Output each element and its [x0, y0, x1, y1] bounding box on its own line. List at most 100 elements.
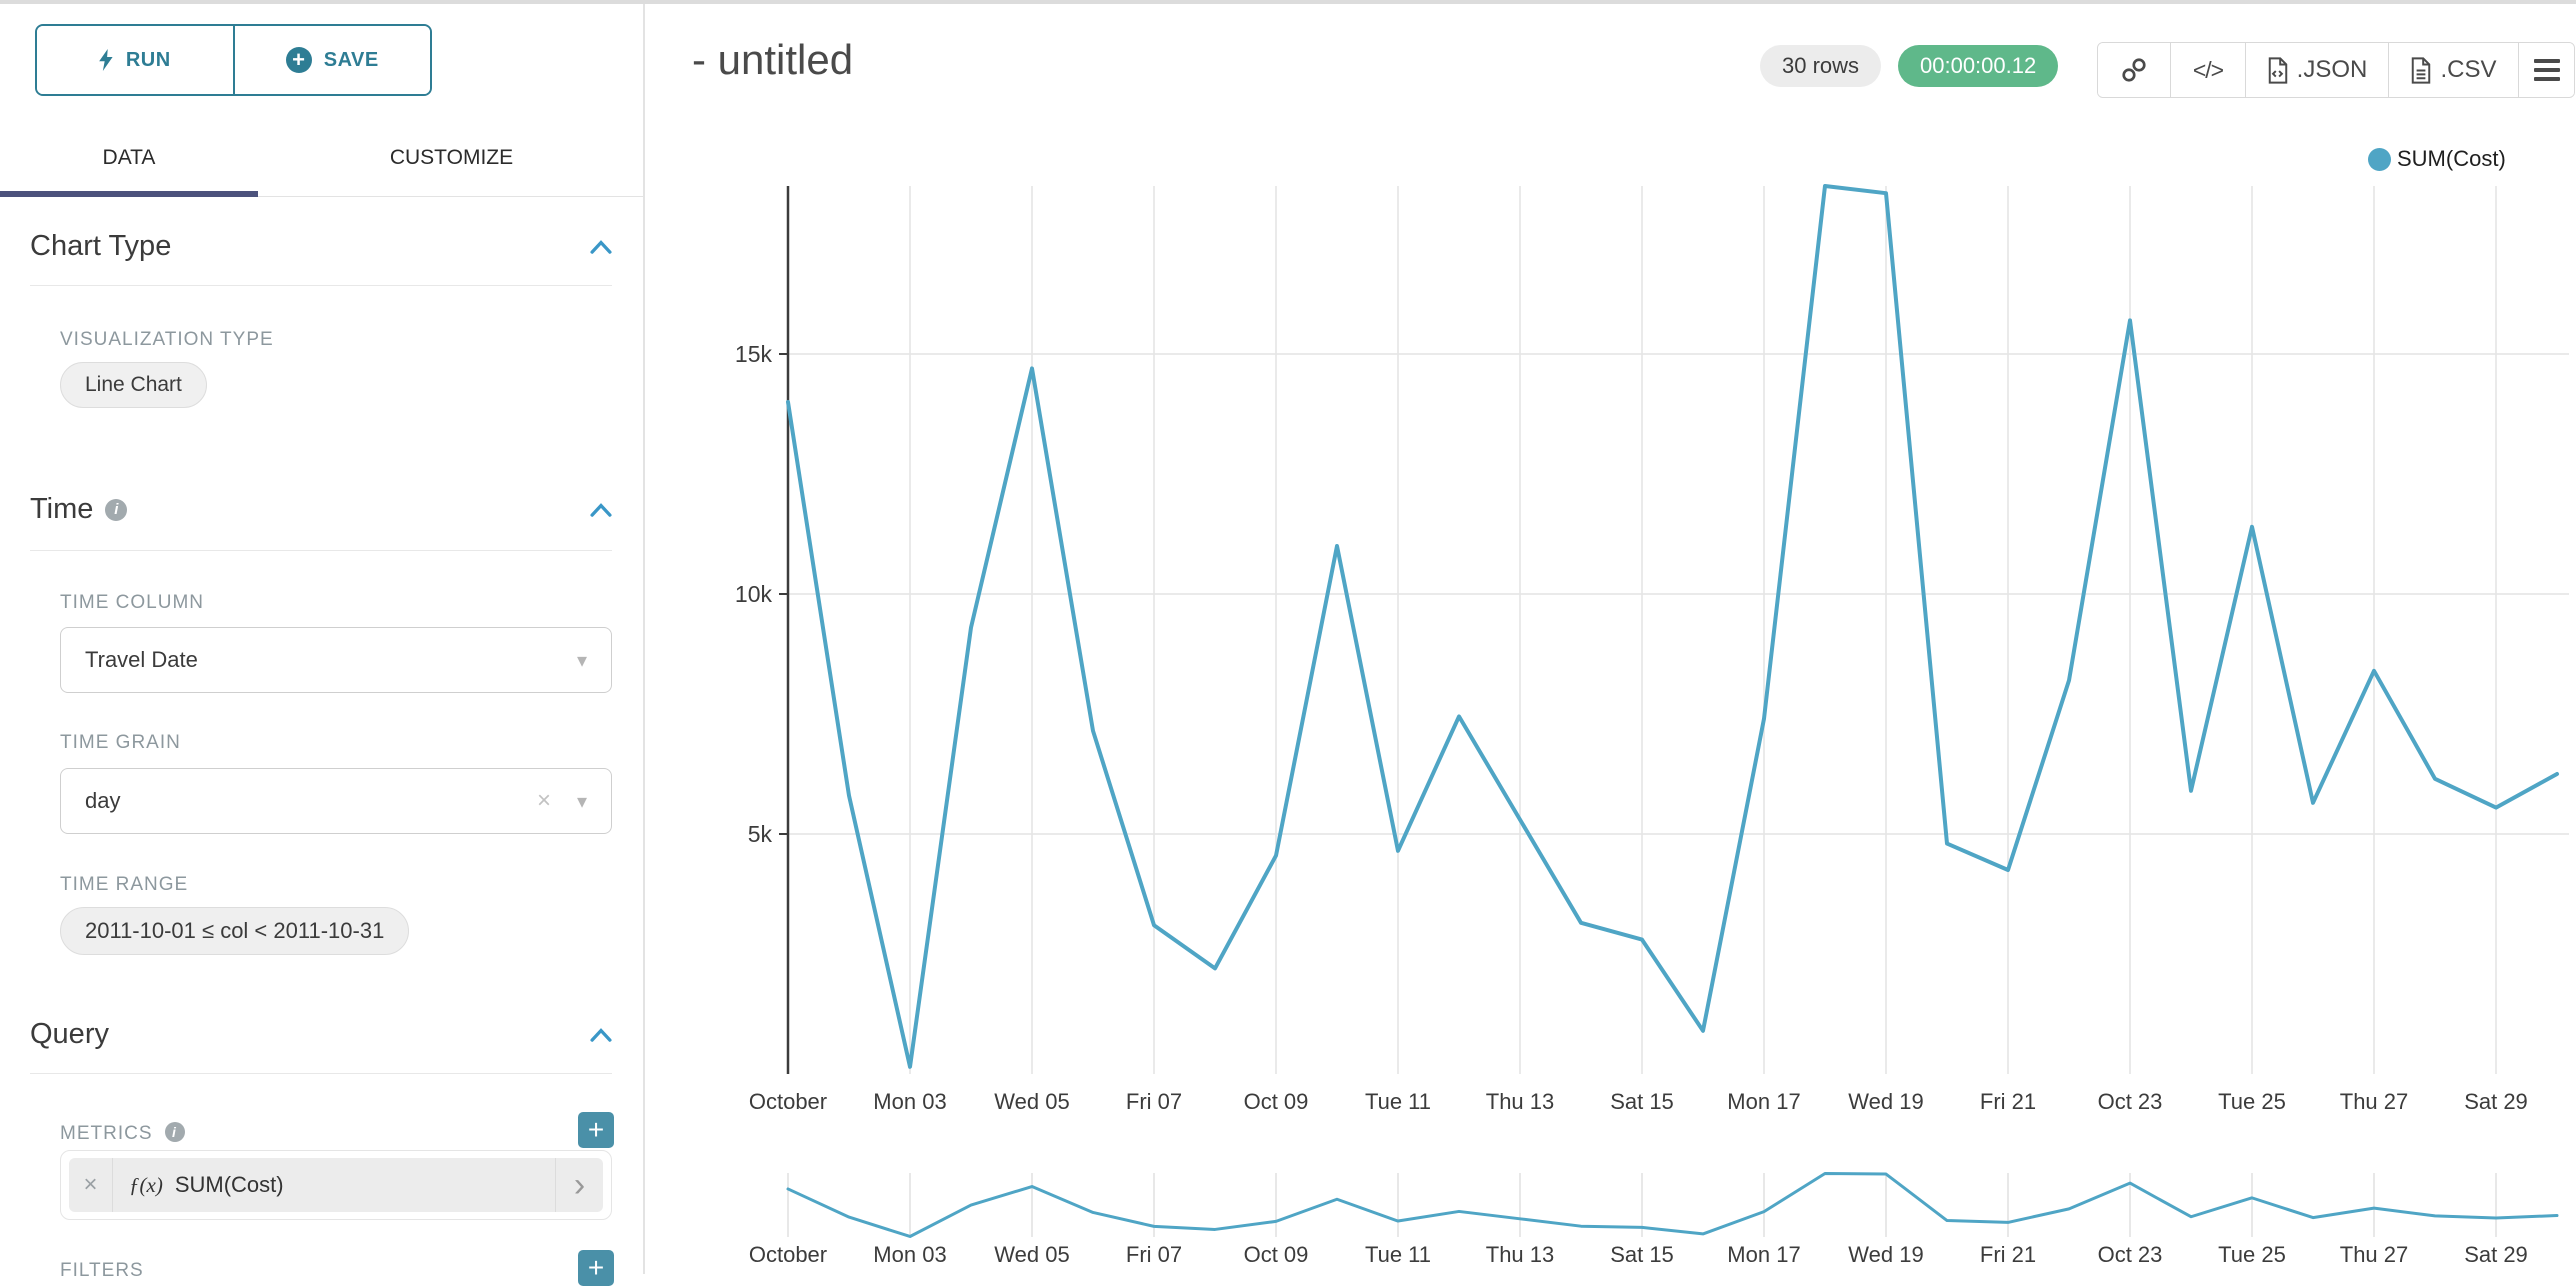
- menu-icon: [2533, 59, 2560, 81]
- svg-text:Tue 11: Tue 11: [1365, 1089, 1431, 1114]
- run-save-button-group: RUN + SAVE: [35, 24, 432, 96]
- svg-text:Oct 23: Oct 23: [2098, 1089, 2163, 1114]
- time-range-value-pill[interactable]: 2011-10-01 ≤ col < 2011-10-31: [60, 907, 410, 955]
- svg-text:Thu 27: Thu 27: [2340, 1089, 2409, 1114]
- export-csv-button[interactable]: .CSV: [2388, 43, 2518, 97]
- svg-text:Thu 13: Thu 13: [1486, 1089, 1555, 1114]
- tab-divider: [0, 196, 645, 197]
- section-divider: [30, 285, 612, 286]
- time-column-label: TIME COLUMN: [60, 592, 204, 613]
- time-grain-value: day: [85, 788, 121, 813]
- svg-text:Thu 27: Thu 27: [2340, 1242, 2409, 1267]
- export-csv-label: .CSV: [2440, 56, 2497, 83]
- svg-text:10k: 10k: [735, 581, 773, 607]
- svg-text:Mon 03: Mon 03: [873, 1242, 946, 1267]
- svg-text:Fri 07: Fri 07: [1126, 1242, 1182, 1267]
- info-icon[interactable]: i: [105, 498, 128, 521]
- chart-title[interactable]: - untitled: [692, 36, 854, 83]
- time-title: Time: [30, 493, 94, 525]
- svg-text:Tue 25: Tue 25: [2218, 1242, 2286, 1267]
- svg-text:5k: 5k: [748, 821, 773, 847]
- caret-down-icon[interactable]: ▾: [576, 649, 587, 672]
- run-button[interactable]: RUN: [37, 26, 235, 94]
- tab-customize[interactable]: CUSTOMIZE: [389, 146, 514, 169]
- time-column-select[interactable]: Travel Date ▾: [60, 627, 612, 693]
- save-button[interactable]: + SAVE: [234, 26, 430, 94]
- export-action-group: </> .JSON .CSV: [2097, 42, 2575, 98]
- time-grain-select[interactable]: day × ▾: [60, 768, 612, 834]
- clear-icon[interactable]: ×: [536, 787, 551, 814]
- svg-text:Sat 15: Sat 15: [1610, 1089, 1674, 1114]
- save-button-label: SAVE: [323, 48, 379, 71]
- svg-text:October: October: [749, 1089, 827, 1114]
- svg-text:Oct 09: Oct 09: [1244, 1089, 1309, 1114]
- caret-down-icon[interactable]: ▾: [576, 790, 587, 813]
- legend-label: SUM(Cost): [2397, 146, 2506, 171]
- file-text-icon: [2410, 56, 2432, 84]
- export-json-label: .JSON: [2296, 56, 2368, 83]
- export-json-button[interactable]: .JSON: [2245, 43, 2388, 97]
- svg-text:Sat 29: Sat 29: [2464, 1242, 2528, 1267]
- svg-text:October: October: [749, 1242, 827, 1267]
- control-sidebar: RUN + SAVE DATA CUSTOMIZE Chart Type VIS…: [0, 4, 645, 1286]
- metric-container: × ƒ(x) SUM(Cost) ›: [60, 1150, 612, 1220]
- code-icon: </>: [2192, 56, 2224, 83]
- svg-text:Fri 21: Fri 21: [1980, 1089, 2036, 1114]
- svg-text:Wed 19: Wed 19: [1848, 1242, 1923, 1267]
- add-metric-button[interactable]: +: [578, 1112, 614, 1148]
- svg-text:Mon 03: Mon 03: [873, 1089, 946, 1114]
- line-chart[interactable]: October October Mon 03 Mon 03 Wed 05 Wed 05 Fr…: [647, 130, 2576, 1274]
- time-range-label: TIME RANGE: [60, 874, 189, 895]
- lightning-icon: [98, 49, 114, 71]
- remove-metric-icon[interactable]: ×: [69, 1158, 113, 1212]
- svg-text:Sat 15: Sat 15: [1610, 1242, 1674, 1267]
- query-timer-badge: 00:00:00.12: [1898, 45, 2059, 87]
- tab-data[interactable]: DATA: [102, 146, 156, 169]
- legend-item[interactable]: SUM(Cost): [2368, 146, 2506, 172]
- svg-text:Thu 13: Thu 13: [1486, 1242, 1555, 1267]
- svg-text:Wed 05: Wed 05: [994, 1089, 1069, 1114]
- filters-label: FILTERS: [60, 1260, 144, 1281]
- chevron-right-icon[interactable]: ›: [555, 1158, 603, 1212]
- time-grain-label: TIME GRAIN: [60, 732, 181, 753]
- window-top-border: [0, 0, 2576, 4]
- metric-name: SUM(Cost): [174, 1172, 284, 1197]
- section-time-header: Time i: [30, 493, 612, 526]
- time-column-value: Travel Date: [85, 647, 198, 672]
- run-button-label: RUN: [125, 48, 171, 71]
- metrics-label: METRICS i: [60, 1122, 185, 1145]
- view-query-button[interactable]: </>: [2170, 43, 2245, 97]
- row-count-badge: 30 rows: [1760, 45, 1882, 87]
- info-icon[interactable]: i: [164, 1122, 185, 1142]
- function-icon: ƒ(x): [129, 1172, 163, 1197]
- file-code-icon: [2267, 56, 2289, 84]
- viz-type-value-pill[interactable]: Line Chart: [60, 362, 207, 408]
- metric-pill[interactable]: × ƒ(x) SUM(Cost) ›: [69, 1158, 603, 1212]
- more-options-button[interactable]: [2518, 43, 2574, 97]
- legend-dot: [2368, 147, 2391, 171]
- svg-text:Tue 25: Tue 25: [2218, 1089, 2286, 1114]
- svg-text:Tue 11: Tue 11: [1365, 1242, 1431, 1267]
- svg-text:Wed 19: Wed 19: [1848, 1089, 1923, 1114]
- svg-text:Fri 21: Fri 21: [1980, 1242, 2036, 1267]
- query-title: Query: [30, 1018, 109, 1050]
- chart-type-title: Chart Type: [30, 230, 172, 262]
- svg-text:Sat 29: Sat 29: [2464, 1089, 2528, 1114]
- chevron-up-icon[interactable]: [590, 239, 612, 254]
- active-tab-underline: [0, 191, 258, 197]
- chevron-up-icon[interactable]: [590, 1027, 612, 1042]
- svg-text:Mon 17: Mon 17: [1727, 1242, 1800, 1267]
- svg-text:Oct 23: Oct 23: [2098, 1242, 2163, 1267]
- metrics-label-text: METRICS: [60, 1123, 153, 1144]
- chevron-up-icon[interactable]: [590, 502, 612, 517]
- plus-circle-icon: +: [285, 47, 312, 73]
- section-chart-type-header: Chart Type: [30, 230, 612, 263]
- share-link-button[interactable]: [2098, 43, 2170, 97]
- svg-text:Fri 07: Fri 07: [1126, 1089, 1182, 1114]
- section-query-header: Query: [30, 1018, 612, 1051]
- section-divider: [30, 1073, 612, 1074]
- svg-text:15k: 15k: [735, 341, 773, 367]
- viz-type-label: VISUALIZATION TYPE: [60, 329, 274, 350]
- add-filter-button[interactable]: +: [578, 1250, 614, 1286]
- link-icon: [2120, 56, 2148, 84]
